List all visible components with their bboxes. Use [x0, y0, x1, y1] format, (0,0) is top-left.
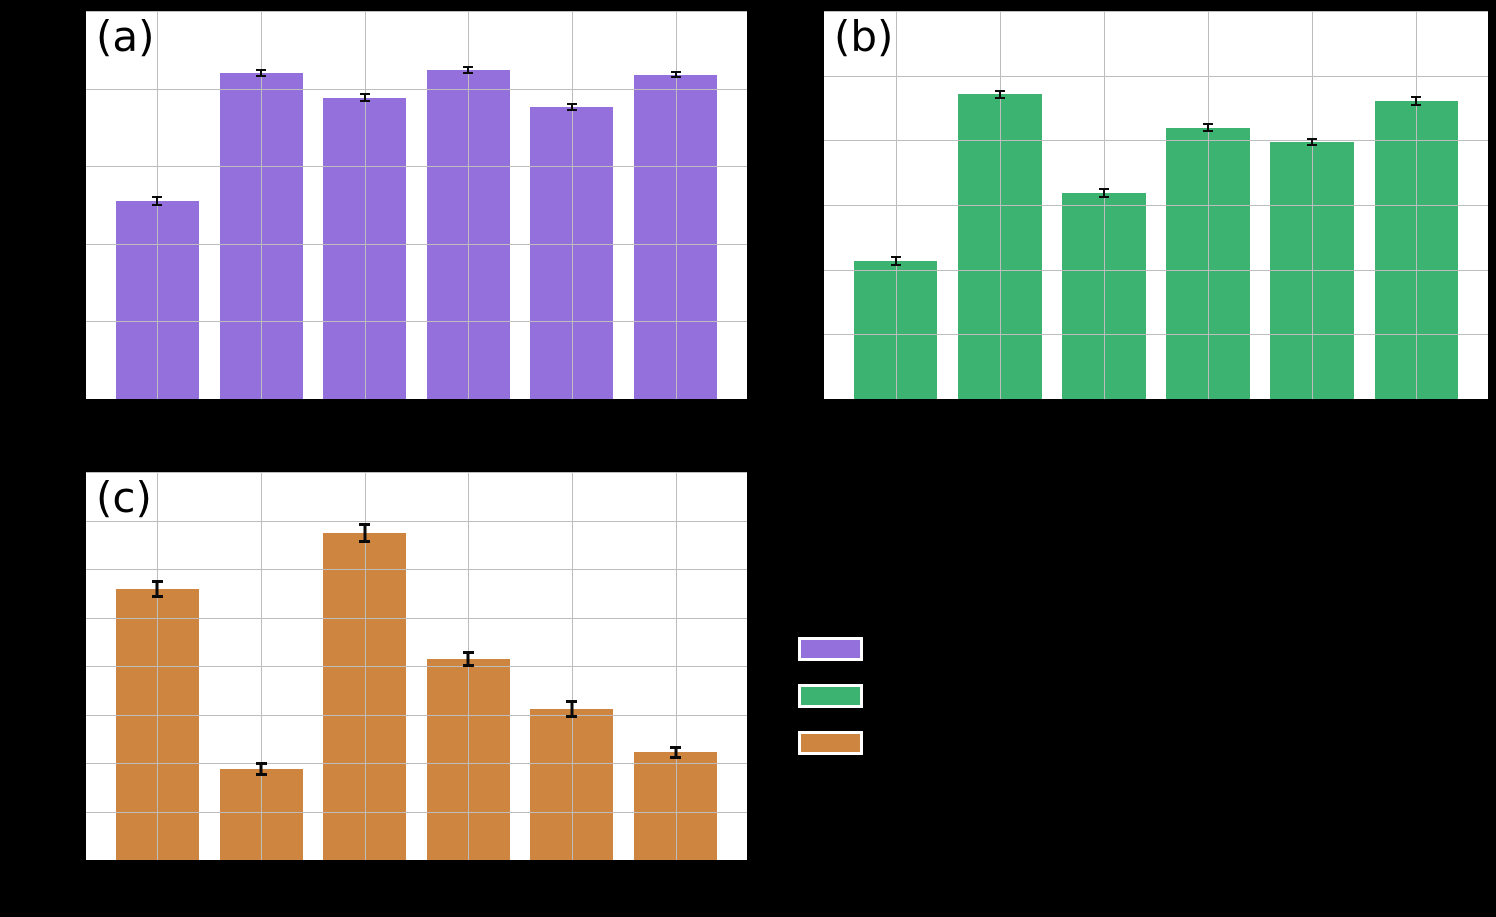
subplot-a: (a) [86, 11, 747, 399]
error-bar-cap [566, 715, 578, 718]
error-bar-cap [670, 76, 681, 79]
error-bar-cap [256, 69, 267, 72]
error-bar [1098, 187, 1109, 198]
error-bar-cap [1098, 187, 1109, 190]
bar [1166, 127, 1250, 399]
error-bar-cap [1203, 123, 1214, 126]
error-bar-cap [151, 595, 163, 599]
legend [798, 637, 868, 757]
error-bar [670, 745, 681, 759]
errorbars-layer-a [86, 11, 747, 399]
bars-layer-b [824, 11, 1488, 399]
error-bar-cap [462, 664, 474, 668]
error-bar-cap [462, 650, 474, 654]
error-bar-cap [151, 580, 163, 584]
error-bar-cap [359, 100, 370, 103]
error-bar [1203, 123, 1214, 133]
error-bar-cap [670, 755, 681, 759]
error-bar [462, 650, 474, 668]
error-bar-cap [463, 72, 474, 75]
error-bar-cap [1098, 195, 1109, 198]
error-bar [463, 65, 474, 75]
panel-label-a: (a) [96, 12, 155, 61]
error-bar [151, 580, 163, 599]
legend-swatch-orange [798, 731, 863, 755]
bar [426, 69, 510, 399]
error-bar [670, 71, 681, 79]
error-bar-cap [1307, 137, 1318, 140]
error-bar [890, 256, 901, 266]
panel-label-b: (b) [834, 12, 894, 61]
error-bar-cap [1203, 130, 1214, 133]
error-bar-cap [994, 89, 1005, 92]
errorbars-layer-c [86, 472, 747, 860]
subplot-c: (c) [86, 472, 747, 860]
error-bar-cap [1411, 96, 1422, 99]
error-bar [359, 92, 370, 103]
panel-label-c: (c) [96, 473, 152, 522]
error-bar [566, 102, 577, 111]
error-bar [359, 522, 371, 544]
errorbars-layer-b [824, 11, 1488, 399]
bar [426, 659, 510, 860]
legend-swatch-green [798, 684, 863, 708]
error-bar-cap [1411, 103, 1422, 106]
error-bar-cap [359, 522, 371, 526]
error-bar-cap [152, 204, 163, 207]
error-bar [152, 196, 163, 207]
error-bar-cap [566, 108, 577, 111]
error-bar-cap [255, 772, 267, 776]
legend-swatch-purple [798, 637, 863, 661]
error-bar-cap [152, 196, 163, 199]
error-bar-cap [890, 263, 901, 266]
error-bar [994, 89, 1005, 100]
error-bar [255, 761, 267, 776]
error-bar-cap [670, 71, 681, 74]
error-bar-cap [463, 65, 474, 68]
error-bar-cap [256, 74, 267, 77]
error-bar-cap [566, 700, 578, 704]
error-bar-cap [994, 97, 1005, 100]
error-bar [256, 69, 267, 77]
error-bar [566, 700, 578, 718]
error-bar-cap [890, 256, 901, 259]
error-bar [1411, 96, 1422, 106]
error-bar [1307, 137, 1318, 146]
error-bar-cap [255, 761, 267, 765]
error-bar-cap [1307, 143, 1318, 146]
error-bar-cap [670, 745, 681, 749]
error-bar-cap [566, 102, 577, 105]
error-bar-cap [359, 540, 371, 544]
subplot-b: (b) [824, 11, 1488, 399]
error-bar-cap [359, 92, 370, 95]
